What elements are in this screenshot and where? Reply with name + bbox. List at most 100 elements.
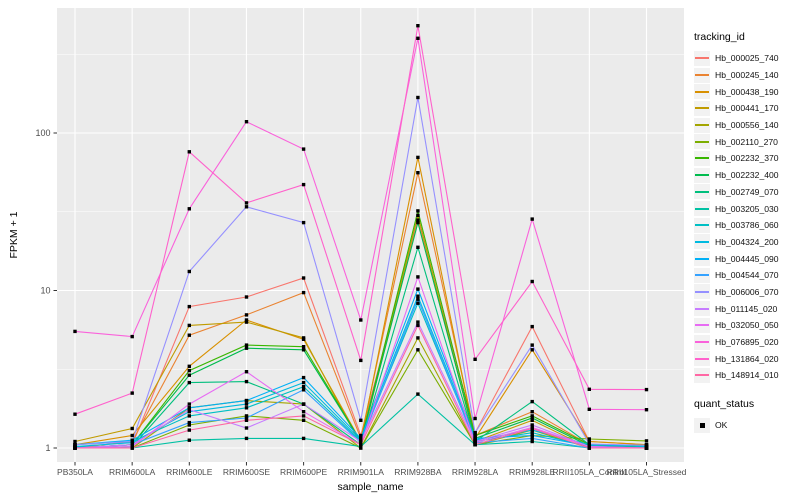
data-point <box>301 336 306 340</box>
legend-item-Hb_004445_090: Hb_004445_090 <box>694 250 798 267</box>
x-tick-label: RRIM901LA <box>338 467 385 477</box>
series-color-key-icon <box>694 267 710 283</box>
legend-item-label: Hb_002232_400 <box>715 170 779 181</box>
legend-item-label: Hb_003786_060 <box>715 220 779 231</box>
data-point <box>587 387 591 391</box>
data-point <box>244 318 249 322</box>
legend-item-label: Hb_000025_740 <box>715 53 779 64</box>
legend-item-Hb_002232_400: Hb_002232_400 <box>694 167 798 184</box>
legend-item-label: Hb_006006_070 <box>715 286 779 297</box>
legend-item-ok: OK <box>694 417 798 434</box>
data-point <box>301 388 306 392</box>
data-point <box>530 439 534 444</box>
series-color-key-icon <box>694 150 710 166</box>
data-point <box>244 320 249 324</box>
data-point <box>187 423 191 427</box>
x-tick-label: RRIM928BA <box>394 467 442 477</box>
data-point <box>187 207 191 211</box>
minor-gridlines <box>57 53 684 370</box>
legend-title-tracking-id: tracking_id <box>694 31 745 43</box>
legend-item-Hb_011145_020: Hb_011145_020 <box>694 300 798 317</box>
x-tick-label: RRIM600PE <box>280 467 328 477</box>
data-point <box>530 418 534 422</box>
data-point <box>301 385 306 389</box>
y-tick-label: 10 <box>40 286 50 296</box>
data-point <box>301 436 306 441</box>
legend-quant-status: quant_status OK <box>694 398 798 434</box>
data-point <box>244 426 249 430</box>
data-point <box>130 334 134 339</box>
data-point <box>187 402 191 406</box>
series-color-key-icon <box>694 84 710 100</box>
data-point <box>187 373 191 377</box>
legend-item-label: Hb_003205_030 <box>715 203 779 214</box>
series-color-key-icon <box>694 334 710 350</box>
data-point <box>473 443 477 447</box>
data-point <box>530 279 534 284</box>
data-point <box>587 437 591 441</box>
data-point <box>644 408 649 412</box>
data-point <box>187 410 191 414</box>
data-point <box>416 336 420 340</box>
data-point <box>187 428 191 432</box>
data-point <box>416 218 420 222</box>
data-point <box>301 402 306 406</box>
data-point <box>244 201 249 205</box>
data-point <box>301 414 306 418</box>
legend-item-label: Hb_004544_070 <box>715 270 779 281</box>
data-point <box>530 324 534 329</box>
legend-item-label: Hb_148914_010 <box>715 370 779 381</box>
legend-item-label: Hb_004445_090 <box>715 253 779 264</box>
data-point <box>530 217 534 221</box>
x-axis-title: sample_name <box>337 481 404 493</box>
data-point <box>473 436 477 441</box>
data-point <box>244 370 249 374</box>
data-point <box>244 120 249 124</box>
legend-item-label: Hb_076895_020 <box>715 337 779 348</box>
x-tick-label: RRIM600LE <box>166 467 213 477</box>
data-point <box>244 346 249 350</box>
data-point <box>644 443 649 447</box>
data-point <box>301 290 306 295</box>
data-point <box>416 171 420 175</box>
data-point <box>244 343 249 347</box>
data-point <box>187 269 191 274</box>
data-point <box>416 213 420 218</box>
data-point <box>244 406 249 410</box>
legend-item-Hb_002110_270: Hb_002110_270 <box>694 133 798 150</box>
data-point <box>73 446 77 450</box>
legend-item-Hb_000245_140: Hb_000245_140 <box>694 67 798 84</box>
data-point <box>473 416 477 421</box>
data-point <box>130 439 134 444</box>
data-point <box>644 446 649 450</box>
data-point <box>473 357 477 361</box>
y-tick-label: 1 <box>45 443 50 453</box>
legend-item-Hb_032050_050: Hb_032050_050 <box>694 317 798 334</box>
data-point <box>130 446 134 450</box>
data-point <box>473 433 477 438</box>
data-point <box>530 426 534 431</box>
series-color-key-icon <box>694 367 710 383</box>
legend-item-Hb_000441_170: Hb_000441_170 <box>694 100 798 117</box>
legend-item-label: Hb_032050_050 <box>715 320 779 331</box>
data-point <box>301 220 306 225</box>
series-color-key-icon <box>694 301 710 317</box>
data-point <box>644 439 649 443</box>
data-point <box>530 423 534 427</box>
legend-item-label: Hb_000441_170 <box>715 103 779 114</box>
axis-ticks <box>53 132 647 466</box>
data-point <box>187 333 191 337</box>
data-point <box>416 392 420 396</box>
data-point <box>187 323 191 328</box>
series-color-key-icon <box>694 100 710 116</box>
legend-items: Hb_000025_740 Hb_000245_140 Hb_000438_190 H… <box>694 50 798 384</box>
data-point <box>359 436 363 441</box>
data-point <box>301 276 306 280</box>
legend-item-label: OK <box>715 420 728 431</box>
data-point <box>187 150 191 154</box>
series-color-key-icon <box>694 351 710 367</box>
legend-item-Hb_000025_740: Hb_000025_740 <box>694 50 798 67</box>
series-color-key-icon <box>694 217 710 233</box>
series-color-key-icon <box>694 134 710 150</box>
